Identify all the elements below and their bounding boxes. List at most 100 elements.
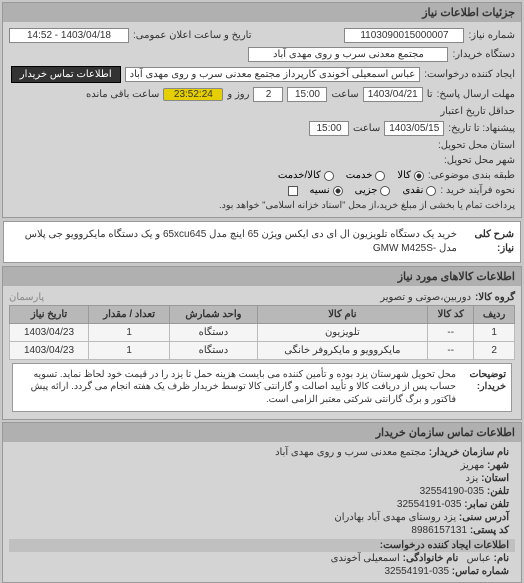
radio-goods[interactable]: کالا [397, 170, 424, 181]
table-row: 2--مایکروویو و مایکروفر خانگیدستگاه11403… [10, 342, 515, 360]
org-label: نام سازمان خریدار: [429, 447, 509, 458]
note-label: توضیحات خریدار: [462, 369, 506, 406]
panel3-header: اطلاعات تماس سازمان خریدار [3, 423, 521, 442]
radio-dot-icon [324, 171, 334, 181]
contact-label: شماره تماس: [452, 566, 509, 577]
note-text: محل تحویل شهرستان یزد بوده و تأمین کننده… [18, 369, 456, 406]
col-row: ردیف [474, 306, 515, 324]
goods-info-panel: اطلاعات کالاهای مورد نیاز گروه کالا: دور… [2, 266, 522, 420]
org-value: مجتمع معدنی سرب و روی مهدی آباد [275, 447, 426, 458]
reqnum-value: 1103090015000007 [344, 28, 464, 43]
city3-value: مهریز [461, 460, 485, 471]
province3-label: استان: [481, 473, 509, 484]
radio-part[interactable]: جزیی [355, 185, 391, 196]
desc-text: خرید یک دستگاه تلویزیون ال ای دی ایکس وی… [10, 228, 457, 256]
post-value: 8986157131 [411, 525, 467, 536]
col-qty: تعداد / مقدار [89, 306, 170, 324]
goods-table: ردیف کد کالا نام کالا واحد شمارش تعداد /… [9, 305, 515, 360]
table-cell: 1403/04/23 [10, 324, 89, 342]
city-label: شهر محل تحویل: [444, 155, 515, 166]
radio-goods-service[interactable]: کالا/خدمت [278, 170, 334, 181]
contact-value: 035-32554191 [384, 566, 449, 577]
radio-dot-icon [333, 186, 343, 196]
addr-label: آدرس سنی: [459, 512, 509, 523]
fax-value: 035-32554191 [397, 499, 462, 510]
phone-label: تلفن: [487, 486, 509, 497]
family-label: نام خانوادگی: [403, 553, 459, 564]
table-cell: 1 [474, 324, 515, 342]
fax-label: تلفن نمابر: [464, 499, 509, 510]
radio-goods-service-label: کالا/خدمت [278, 170, 321, 181]
family-value: اسمعیلی آخوندی [331, 553, 400, 564]
need-description-box: شرح کلی نیاز: خرید یک دستگاه تلویزیون ال… [3, 221, 521, 263]
radio-post-label: نسیه [310, 185, 330, 196]
panel2-header: اطلاعات کالاهای مورد نیاز [3, 267, 521, 286]
radio-dot-icon [380, 186, 390, 196]
validity-time: 15:00 [309, 121, 349, 136]
creator-label: ایجاد کننده درخواست: [424, 69, 515, 80]
col-unit: واحد شمارش [170, 306, 257, 324]
days-label: روز و [227, 89, 249, 100]
table-cell: مایکروویو و مایکروفر خانگی [257, 342, 428, 360]
postpay-note: پرداخت تمام یا بخشی از مبلغ خرید،از محل … [219, 200, 515, 211]
deadline-time-label: ساعت [331, 89, 358, 100]
deadline-date: 1403/04/21 [363, 87, 423, 102]
post-label: کد پستی: [470, 525, 509, 536]
creator-value: عباس اسمعیلی آخوندی کارپرداز مجتمع معدنی… [125, 67, 421, 82]
table-cell: دستگاه [170, 324, 257, 342]
buyer-contact-panel: اطلاعات تماس سازمان خریدار نام سازمان خر… [2, 422, 522, 583]
validity-label: حداقل تاریخ اعتبار [440, 106, 515, 117]
pubdate-value: 1403/04/18 - 14:52 [9, 28, 129, 43]
creator-subtitle: اطلاعات ایجاد کننده درخواست: [9, 539, 515, 552]
col-code: کد کالا [428, 306, 474, 324]
buyer-value: مجتمع معدنی سرب و روی مهدی آباد [248, 47, 448, 62]
days-remaining: 2 [253, 87, 283, 102]
table-row: 1--تلویزیوندستگاه11403/04/23 [10, 324, 515, 342]
col-name: نام کالا [257, 306, 428, 324]
name-value: عباس [467, 553, 491, 564]
buyer-label: دستگاه خریدار: [452, 49, 515, 60]
addr-value: یزد روستای مهدی آباد بهادران [334, 512, 456, 523]
table-cell: -- [428, 342, 474, 360]
radio-cash-label: نقدی [402, 185, 423, 196]
time-remaining: 23:52:24 [163, 88, 223, 101]
radio-service-label: خدمت [346, 170, 373, 181]
pubdate-label: تاریخ و ساعت اعلان عمومی: [133, 30, 252, 41]
radio-dot-icon [426, 186, 436, 196]
table-cell: 1403/04/23 [10, 342, 89, 360]
table-header-row: ردیف کد کالا نام کالا واحد شمارش تعداد /… [10, 306, 515, 324]
phone-value: 035-32554190 [420, 486, 485, 497]
deadline-to: تا [427, 89, 433, 100]
province3-value: یزد [466, 473, 479, 484]
radio-part-label: جزیی [355, 185, 378, 196]
validity-label2: پیشنهاد: تا تاریخ: [448, 123, 515, 134]
group-value: دوربین،صوتی و تصویر [380, 292, 471, 303]
validity-time-label: ساعت [353, 123, 380, 134]
treasury-checkbox[interactable] [288, 186, 298, 196]
table-cell: 1 [89, 324, 170, 342]
radio-cash[interactable]: نقدی [402, 185, 436, 196]
radio-goods-label: کالا [397, 170, 411, 181]
classify-label: طبقه بندی موضوعی: [428, 170, 515, 181]
table-cell: 2 [474, 342, 515, 360]
buyer-note-box: توضیحات خریدار: محل تحویل شهرستان یزد بو… [12, 363, 512, 412]
desc-label: شرح کلی نیاز: [463, 228, 514, 256]
table-cell: تلویزیون [257, 324, 428, 342]
table-cell: -- [428, 324, 474, 342]
contact-buyer-button[interactable]: اطلاعات تماس خریدار [11, 66, 121, 83]
reqnum-label: شماره نیاز: [468, 30, 515, 41]
validity-date: 1403/05/15 [384, 121, 444, 136]
province-label: استان محل تحویل: [438, 140, 515, 151]
table-cell: دستگاه [170, 342, 257, 360]
radio-service[interactable]: خدمت [346, 170, 386, 181]
table-cell: 1 [89, 342, 170, 360]
city3-label: شهر: [487, 460, 509, 471]
deadline-label: مهلت ارسال پاسخ: [437, 89, 515, 100]
group-label: گروه کالا: [475, 292, 515, 303]
payment-label: نحوه فرآیند خرید : [440, 185, 515, 196]
panel1-header: جزئیات اطلاعات نیاز [3, 3, 521, 22]
radio-post[interactable]: نسیه [310, 185, 343, 196]
pagination-label: پارسمان [9, 292, 44, 303]
radio-dot-icon [414, 171, 424, 181]
col-date: تاریخ نیاز [10, 306, 89, 324]
